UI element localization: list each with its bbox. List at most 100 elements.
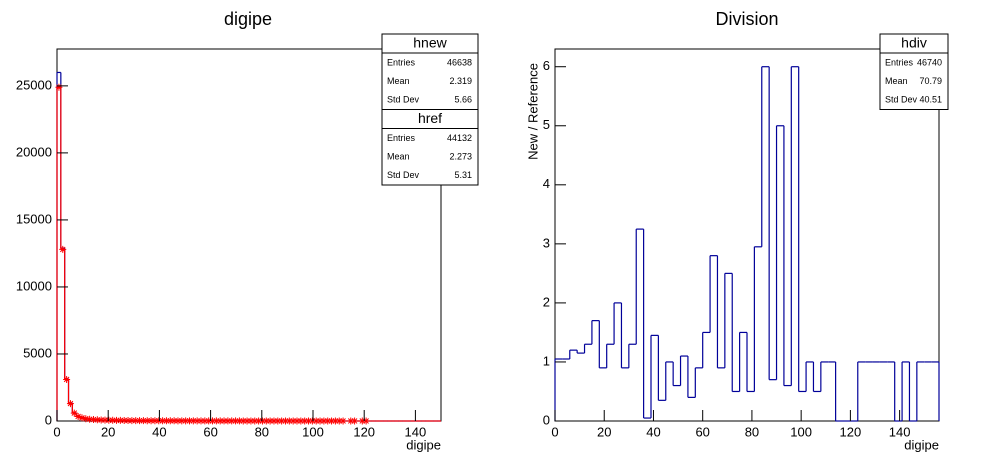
marker <box>262 417 270 425</box>
x-tick-label: 20 <box>597 424 611 439</box>
marker <box>159 417 167 425</box>
y-tick-label: 3 <box>543 235 550 250</box>
marker <box>86 415 94 423</box>
marker <box>178 417 186 425</box>
y-tick-label: 4 <box>543 176 550 191</box>
chart-title: Division <box>715 9 778 29</box>
stats-label: Mean <box>387 76 410 86</box>
marker <box>301 417 309 425</box>
y-tick-label: 5000 <box>23 345 52 360</box>
marker <box>89 416 97 424</box>
marker <box>166 417 174 425</box>
marker <box>281 417 289 425</box>
marker <box>351 417 359 425</box>
marker <box>328 417 336 425</box>
marker <box>70 409 78 417</box>
marker <box>224 417 232 425</box>
y-tick-label: 15000 <box>16 211 52 226</box>
marker <box>139 417 147 425</box>
x-tick-label: 100 <box>790 424 812 439</box>
marker <box>297 417 305 425</box>
marker <box>255 417 263 425</box>
x-tick-label: 20 <box>101 424 115 439</box>
marker <box>305 417 313 425</box>
x-tick-label: 120 <box>840 424 862 439</box>
marker <box>266 417 274 425</box>
marker <box>74 412 82 420</box>
marker <box>235 417 243 425</box>
marker <box>316 417 324 425</box>
stats-box <box>879 33 949 110</box>
marker <box>270 417 278 425</box>
marker <box>335 417 343 425</box>
x-tick-label: 80 <box>255 424 269 439</box>
marker <box>320 417 328 425</box>
marker <box>362 417 370 425</box>
stats-value: 2.273 <box>449 151 472 161</box>
x-tick-label: 100 <box>302 424 324 439</box>
marker <box>285 417 293 425</box>
x-tick-label: 120 <box>353 424 375 439</box>
marker <box>147 417 155 425</box>
stats-title: hnew <box>413 35 447 51</box>
marker <box>136 417 144 425</box>
stats-value: 70.79 <box>919 76 942 86</box>
y-tick-label: 0 <box>45 412 52 427</box>
marker <box>162 417 170 425</box>
x-tick-label: 60 <box>203 424 217 439</box>
marker <box>101 416 109 424</box>
marker <box>59 245 67 253</box>
marker <box>289 417 297 425</box>
y-tick-label: 6 <box>543 58 550 73</box>
marker <box>124 417 132 425</box>
stats-label: Std Dev <box>387 94 420 104</box>
marker <box>120 416 128 424</box>
marker <box>205 417 213 425</box>
stats-value: 44132 <box>447 133 472 143</box>
marker <box>63 375 71 383</box>
marker <box>93 416 101 424</box>
marker <box>189 417 197 425</box>
marker <box>232 417 240 425</box>
stats-label: Mean <box>885 76 908 86</box>
x-tick-label: 80 <box>745 424 759 439</box>
marker <box>212 417 220 425</box>
plot-frame <box>554 48 940 422</box>
marker <box>128 417 136 425</box>
x-tick-label: 0 <box>53 424 60 439</box>
marker <box>113 416 121 424</box>
stats-label: Entries <box>387 57 416 67</box>
marker <box>339 417 347 425</box>
marker <box>143 417 151 425</box>
x-tick-label: 140 <box>405 424 427 439</box>
stats-box <box>381 33 479 110</box>
marker <box>97 416 105 424</box>
stats-title: hdiv <box>901 35 927 51</box>
marker <box>197 417 205 425</box>
marker <box>216 417 224 425</box>
y-tick-label: 2 <box>543 294 550 309</box>
marker <box>308 417 316 425</box>
x-tick-label: 40 <box>646 424 660 439</box>
marker <box>116 416 124 424</box>
y-tick-label: 5 <box>543 117 550 132</box>
marker <box>293 417 301 425</box>
stats-value: 46638 <box>447 57 472 67</box>
marker <box>155 417 163 425</box>
marker <box>78 414 86 422</box>
marker <box>220 417 228 425</box>
marker <box>132 417 140 425</box>
marker <box>201 417 209 425</box>
x-axis-label: digipe <box>406 437 441 452</box>
marker <box>347 417 355 425</box>
x-axis-label: digipe <box>904 437 939 452</box>
marker <box>193 417 201 425</box>
chart-title: digipe <box>224 9 272 29</box>
marker <box>312 417 320 425</box>
stats-value: 40.51 <box>919 94 942 104</box>
x-tick-label: 0 <box>551 424 558 439</box>
stats-title: href <box>418 110 442 126</box>
stats-label: Std Dev <box>885 94 918 104</box>
marker <box>331 417 339 425</box>
stats-label: Std Dev <box>387 170 420 180</box>
